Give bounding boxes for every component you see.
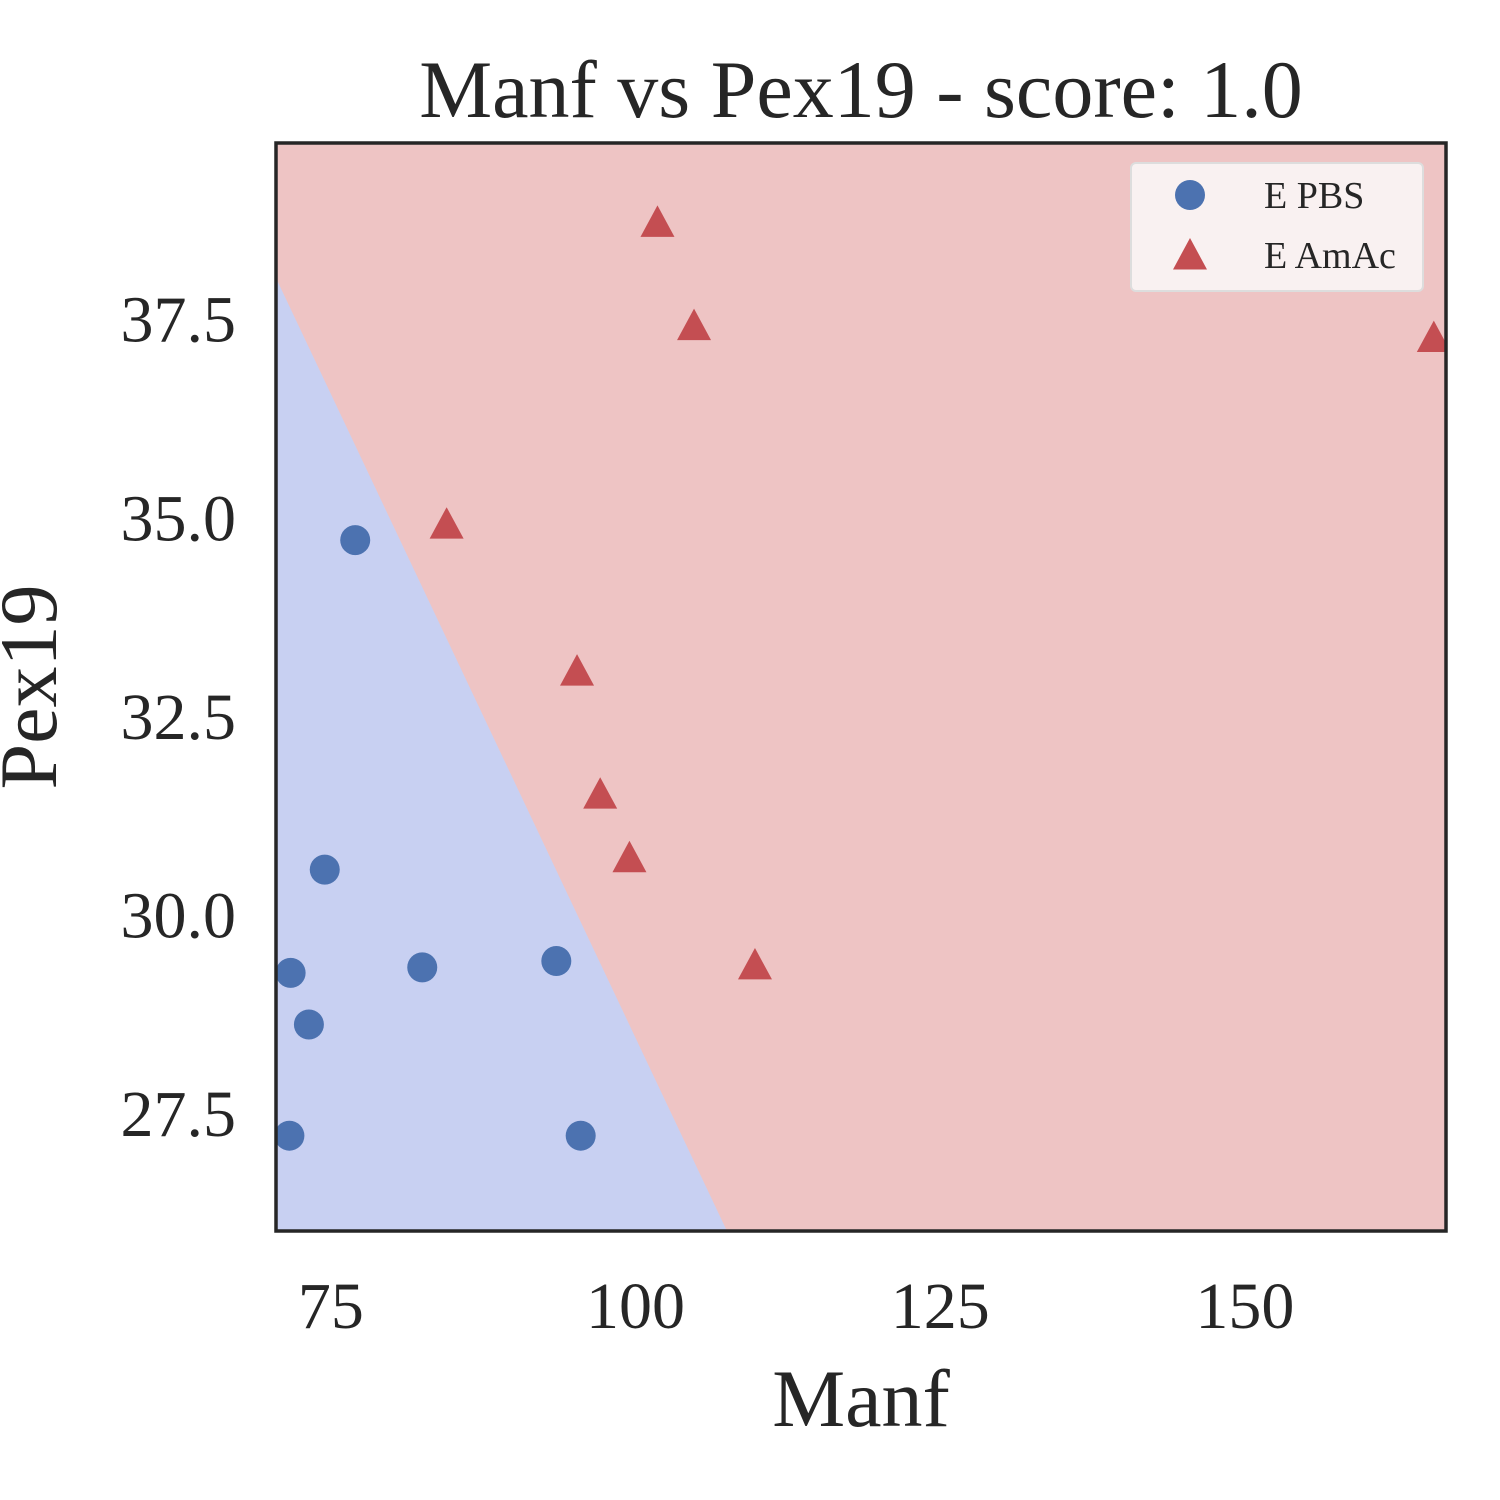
y-tick-label: 37.5 — [121, 284, 237, 357]
y-axis-label: Pex19 — [0, 585, 74, 790]
data-point-e-amac — [737, 947, 772, 980]
data-point-e-pbs — [541, 945, 572, 976]
data-point-e-amac — [640, 205, 675, 237]
data-point-e-pbs — [293, 1009, 324, 1040]
legend-marker-e-amac — [1173, 238, 1207, 270]
data-point-e-amac — [1416, 320, 1446, 353]
y-tick-label: 27.5 — [121, 1078, 237, 1151]
chart-title: Manf vs Pex19 - score: 1.0 — [419, 44, 1303, 135]
legend-marker-e-pbs — [1175, 180, 1205, 210]
x-tick-label: 125 — [891, 1270, 990, 1343]
data-points — [276, 205, 1446, 1151]
data-point-e-pbs — [276, 1120, 305, 1151]
data-point-e-pbs — [276, 957, 306, 988]
y-tick-label: 32.5 — [121, 681, 237, 754]
data-point-e-pbs — [565, 1120, 596, 1151]
data-point-e-amac — [677, 308, 712, 341]
region-e-pbs — [276, 278, 727, 1231]
data-point-e-pbs — [407, 952, 438, 983]
plot-frame — [274, 141, 1448, 1233]
y-tick-labels: 27.5 30.0 32.5 35.0 37.5 — [121, 284, 237, 1151]
data-point-e-amac — [612, 840, 647, 873]
x-tick-label: 150 — [1195, 1270, 1294, 1343]
data-point-e-amac — [560, 654, 595, 686]
x-tick-label: 75 — [298, 1270, 364, 1343]
legend-label-e-pbs: E PBS — [1264, 175, 1364, 217]
y-tick-label: 30.0 — [121, 879, 237, 952]
data-point-e-pbs — [340, 525, 371, 556]
data-point-e-pbs — [309, 854, 340, 885]
legend: E PBS E AmAc — [1130, 162, 1424, 292]
data-point-e-amac — [583, 777, 618, 809]
x-tick-labels: 75 100 125 150 — [298, 1270, 1295, 1343]
legend-label-e-amac: E AmAc — [1264, 235, 1396, 277]
y-tick-label: 35.0 — [121, 482, 237, 555]
decision-regions — [276, 143, 1446, 1231]
x-tick-label: 100 — [586, 1270, 685, 1343]
data-point-e-amac — [429, 507, 464, 539]
x-axis-label: Manf — [772, 1353, 950, 1444]
